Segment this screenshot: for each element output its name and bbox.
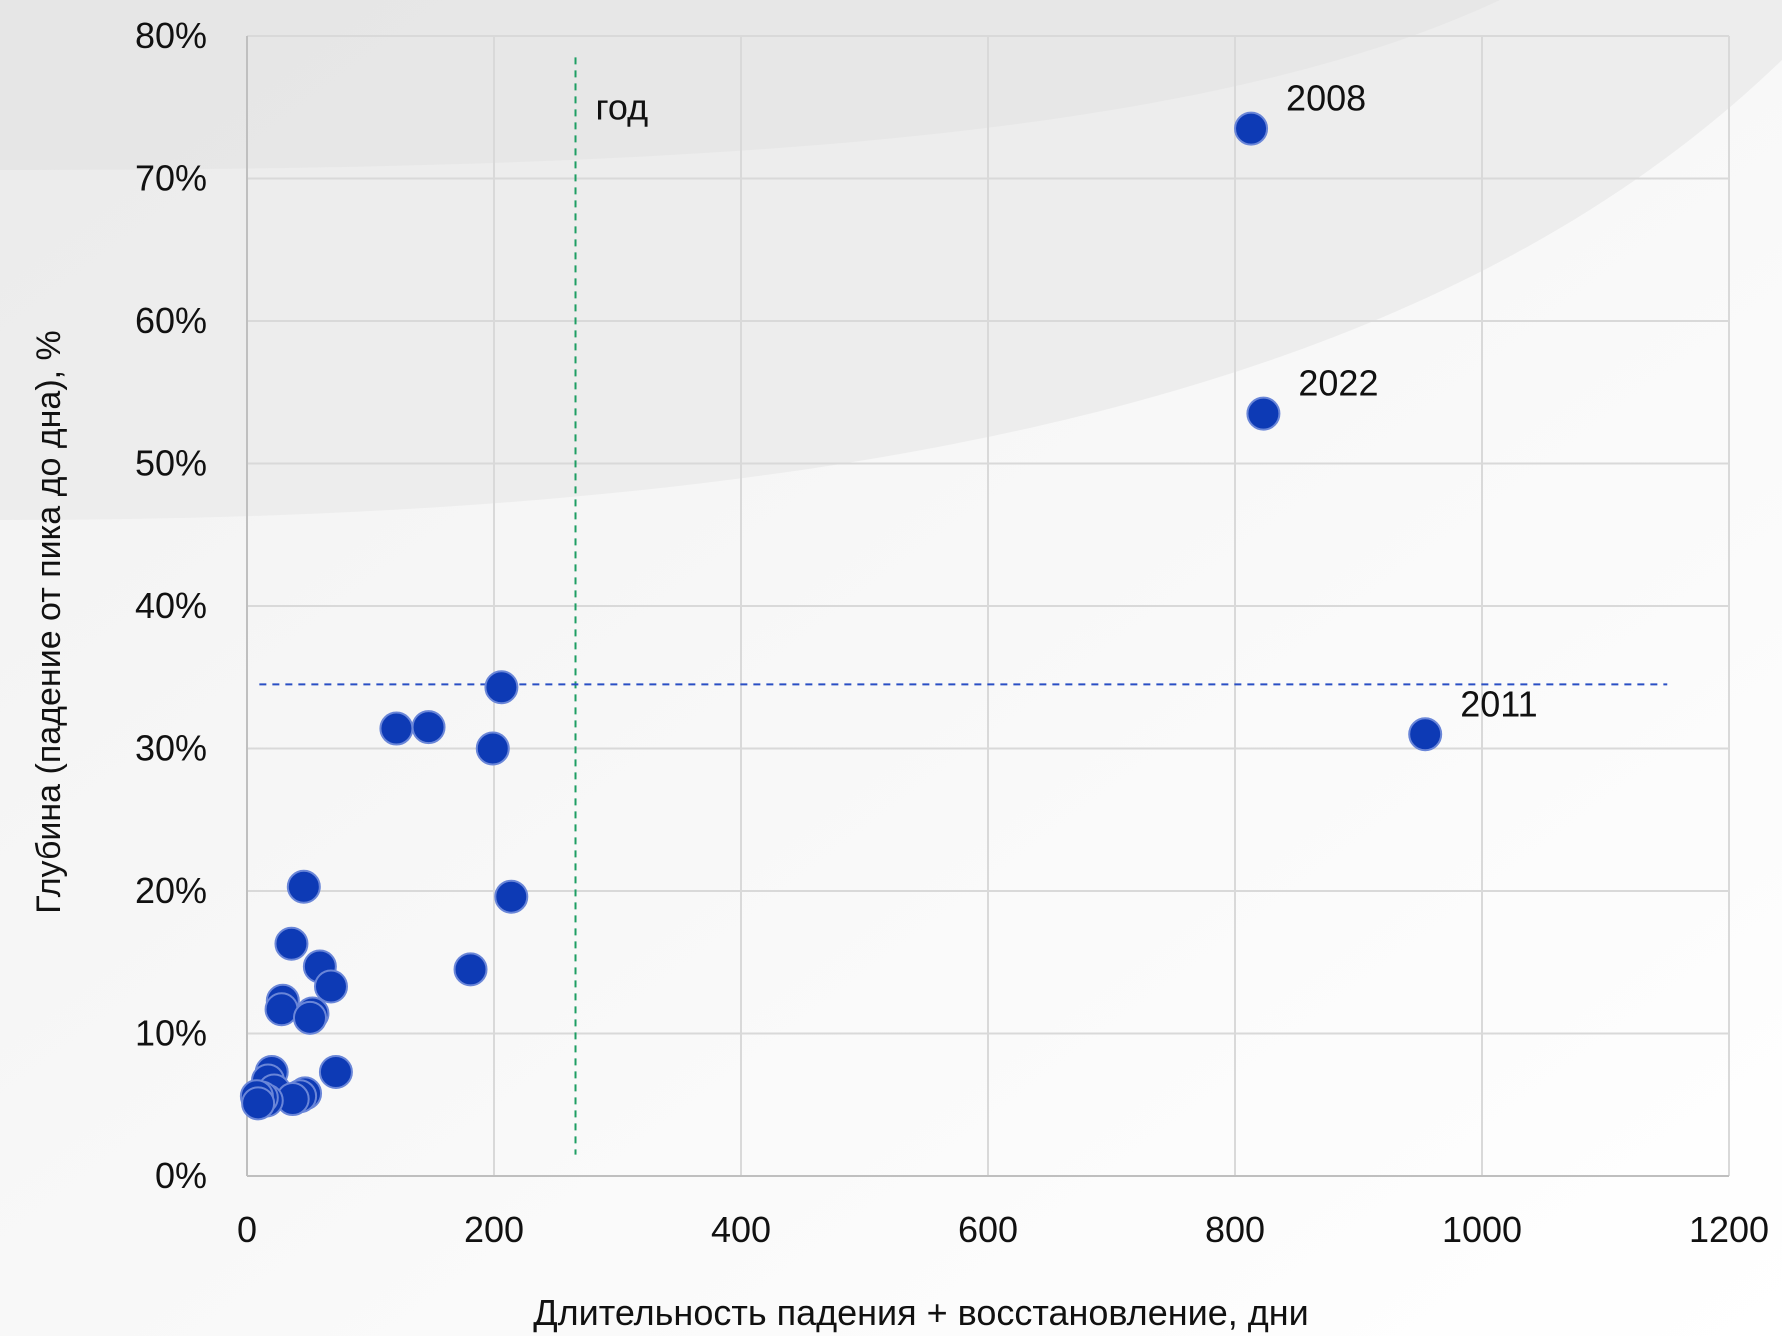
data-point-2 — [1408, 717, 1443, 752]
tick-labels: 0% 10% 20% 30% 40% 50% 60% 70% 80% 0 200 400 600 800 1… — [135, 15, 1769, 1250]
reference-line-label: год — [596, 86, 649, 127]
data-point-16 — [292, 1000, 327, 1035]
y-tick-label-5: 50% — [135, 443, 207, 484]
data-point-3 — [484, 670, 519, 705]
data-point-12 — [313, 969, 348, 1004]
data-point-6 — [475, 731, 510, 766]
x-tick-label-6: 1200 — [1689, 1209, 1769, 1250]
x-axis-label: Длительность падения + восстановление, д… — [533, 1292, 1308, 1333]
data-point-0 — [1234, 111, 1269, 146]
data-point-4 — [379, 711, 414, 746]
y-tick-label-4: 40% — [135, 585, 207, 626]
data-point-1 — [1246, 396, 1281, 431]
data-point-27 — [241, 1086, 276, 1121]
data-points — [239, 111, 1443, 1121]
point-label-2022: 2022 — [1298, 363, 1378, 404]
y-tick-label-3: 30% — [135, 728, 207, 769]
data-point-14 — [264, 992, 299, 1027]
x-tick-label-0: 0 — [237, 1209, 257, 1250]
y-tick-label-0: 0% — [155, 1155, 207, 1196]
data-point-9 — [286, 869, 321, 904]
y-tick-label-6: 60% — [135, 300, 207, 341]
point-labels: 2008 2022 2011 — [1286, 78, 1538, 725]
y-tick-label-7: 70% — [135, 158, 207, 199]
data-point-7 — [494, 879, 529, 914]
point-label-2008: 2008 — [1286, 78, 1366, 119]
x-tick-label-3: 600 — [958, 1209, 1018, 1250]
x-tick-label-2: 400 — [711, 1209, 771, 1250]
data-point-10 — [274, 926, 309, 961]
data-point-17 — [318, 1054, 353, 1089]
y-tick-label-1: 10% — [135, 1013, 207, 1054]
x-tick-label-5: 1000 — [1442, 1209, 1522, 1250]
axes — [246, 36, 1729, 1177]
data-point-5 — [411, 710, 446, 745]
data-point-8 — [453, 952, 488, 987]
y-tick-label-8: 80% — [135, 15, 207, 56]
y-axis-label: Глубина (падение от пика до дна), % — [30, 330, 68, 914]
point-label-2011: 2011 — [1460, 683, 1537, 724]
y-tick-label-2: 20% — [135, 870, 207, 911]
x-tick-label-1: 200 — [464, 1209, 524, 1250]
x-tick-label-4: 800 — [1205, 1209, 1265, 1250]
